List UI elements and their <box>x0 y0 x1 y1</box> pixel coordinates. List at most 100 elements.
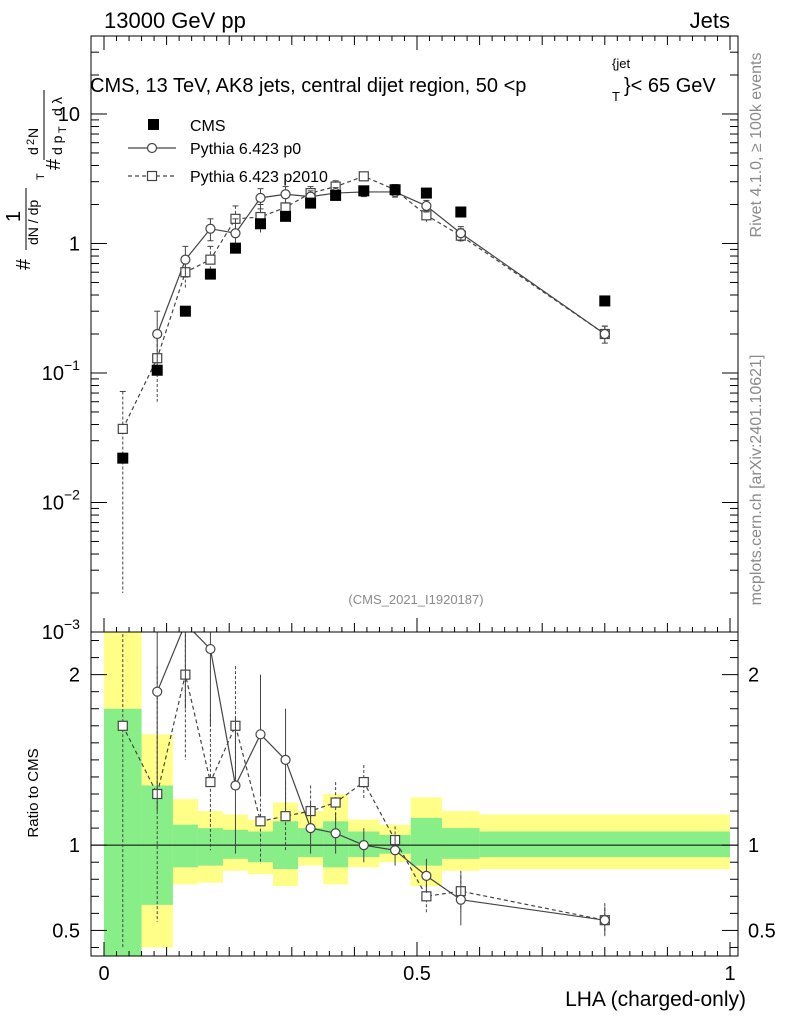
ratio-p0-point <box>255 729 266 740</box>
svg-text:#: # <box>43 158 65 170</box>
ratio-p0-point <box>305 823 316 834</box>
ratio-p0-point <box>389 845 401 856</box>
main-frame <box>90 35 739 633</box>
title-brace: { <box>612 56 617 71</box>
ratio-ylabel: Ratio to CMS <box>25 748 42 837</box>
svg-text:T: T <box>57 126 69 133</box>
svg-text:CMS, 13 TeV, AK8 jets, central: CMS, 13 TeV, AK8 jets, central dijet reg… <box>90 75 526 97</box>
ratio-p0-point <box>152 686 163 697</box>
ratio-marks <box>91 619 738 956</box>
ratio-band-green <box>410 817 443 866</box>
p0-point <box>421 200 432 212</box>
y-tick-label: 10 <box>42 363 64 385</box>
ratio-p0-point <box>280 754 291 765</box>
ratio-p0-point <box>421 870 432 881</box>
p0-point <box>180 254 191 265</box>
x-tick-label: 0 <box>98 963 109 985</box>
ratio-p2010-point <box>421 891 432 902</box>
svg-text:λ: λ <box>49 97 65 104</box>
ratio-p0-line <box>156 632 605 921</box>
y-tick-label-exponent: −1 <box>64 357 80 373</box>
cms-point <box>117 452 129 464</box>
cms-point <box>305 197 317 209</box>
p2010-point <box>280 202 291 213</box>
y-tick-label-exponent: −2 <box>64 486 80 502</box>
ratio-p2010-point <box>205 776 216 788</box>
title-sup: jet <box>615 56 630 71</box>
ratio-p0-point <box>599 915 610 926</box>
ratio-p0-point <box>330 828 341 839</box>
ratio-p2010-point <box>117 720 128 731</box>
p0-point <box>280 189 291 200</box>
ratio-panel <box>91 619 738 956</box>
ratio-p2010-point <box>358 776 369 788</box>
ratio-y-tick-label: 2 <box>69 665 80 687</box>
ratio-band-green <box>442 828 480 859</box>
p2010-point <box>205 254 216 265</box>
ratio-y-tick-label: 0.5 <box>52 920 80 942</box>
ratio-p0-point <box>181 619 190 628</box>
p0-point <box>205 223 216 234</box>
y-tick-label: 10 <box>42 492 64 514</box>
plot-title: CMS, 13 TeV, AK8 jets, central dijet reg… <box>90 56 716 104</box>
svg-text:{jet: {jet <box>612 56 630 71</box>
y-tick-label-exponent: −3 <box>64 616 80 632</box>
cms-point <box>151 364 163 376</box>
ratio-p0-point <box>358 840 369 851</box>
rivet-label: Rivet 4.1.0, ≥ 100k events <box>748 53 765 238</box>
x-axis-label: LHA (charged-only) <box>565 988 746 1011</box>
svg-text:dN / dp: dN / dp <box>25 200 41 245</box>
p0-point <box>255 192 266 203</box>
header-left: 13000 GeV pp <box>104 8 246 33</box>
p2010-line <box>122 175 606 430</box>
header-right: Jets <box>690 8 730 33</box>
cms-point <box>179 305 191 317</box>
title-end: }< 65 GeV <box>624 75 716 97</box>
y-tick-label: 10 <box>58 104 80 126</box>
svg-text:d: d <box>49 108 65 116</box>
ratio-band-green <box>197 828 223 866</box>
legend-cms-marker <box>148 119 159 130</box>
ratio-p0-point <box>230 780 241 791</box>
ratio-band-green <box>172 824 198 868</box>
legend: CMS Pythia 6.423 p0 Pythia 6.423 p2010 <box>128 118 328 186</box>
cms-point <box>229 242 241 254</box>
cms-point <box>599 295 611 307</box>
p0-point <box>455 228 466 239</box>
ratio-y-tick-label-right: 0.5 <box>748 920 776 942</box>
cms-point <box>389 184 401 196</box>
legend-p0-marker <box>146 142 158 154</box>
ratio-y-tick-label-right: 2 <box>748 665 759 687</box>
p2010-point <box>358 171 369 182</box>
x-tick-label: 0.5 <box>403 963 431 985</box>
ratio-y-tick-label-right: 1 <box>748 835 759 857</box>
p0-line <box>156 191 606 335</box>
title-main: CMS, 13 TeV, AK8 jets, central dijet reg… <box>90 75 526 97</box>
ratio-p2010-point <box>330 797 341 808</box>
cms-point <box>204 268 216 280</box>
cms-point <box>420 187 432 199</box>
svg-text:2: 2 <box>25 139 37 145</box>
legend-p2010-label: Pythia 6.423 p2010 <box>190 169 328 186</box>
svg-text:T: T <box>35 173 47 180</box>
x-tick-label: 1 <box>724 963 735 985</box>
cms-point <box>358 185 370 197</box>
ratio-p2010-point <box>280 811 291 822</box>
watermark: (CMS_2021_I1920187) <box>348 592 483 607</box>
svg-text:d: d <box>25 147 41 155</box>
cms-point <box>330 189 342 201</box>
ratio-p2010-line <box>122 674 605 921</box>
p0-point <box>152 328 163 340</box>
cms-point <box>455 206 467 218</box>
ratio-frame <box>90 631 739 957</box>
y-tick-label: 10 <box>42 622 64 644</box>
legend-cms-label: CMS <box>190 118 226 135</box>
ratio-y-tick-label: 1 <box>69 835 80 857</box>
legend-p0-label: Pythia 6.423 p0 <box>190 141 301 158</box>
p2010-point <box>117 423 128 435</box>
ratio-p0-point <box>205 643 216 655</box>
mcplots-label: mcplots.cern.ch [arXiv:2401.10621] <box>748 355 765 606</box>
legend-p2010-marker <box>146 170 158 182</box>
